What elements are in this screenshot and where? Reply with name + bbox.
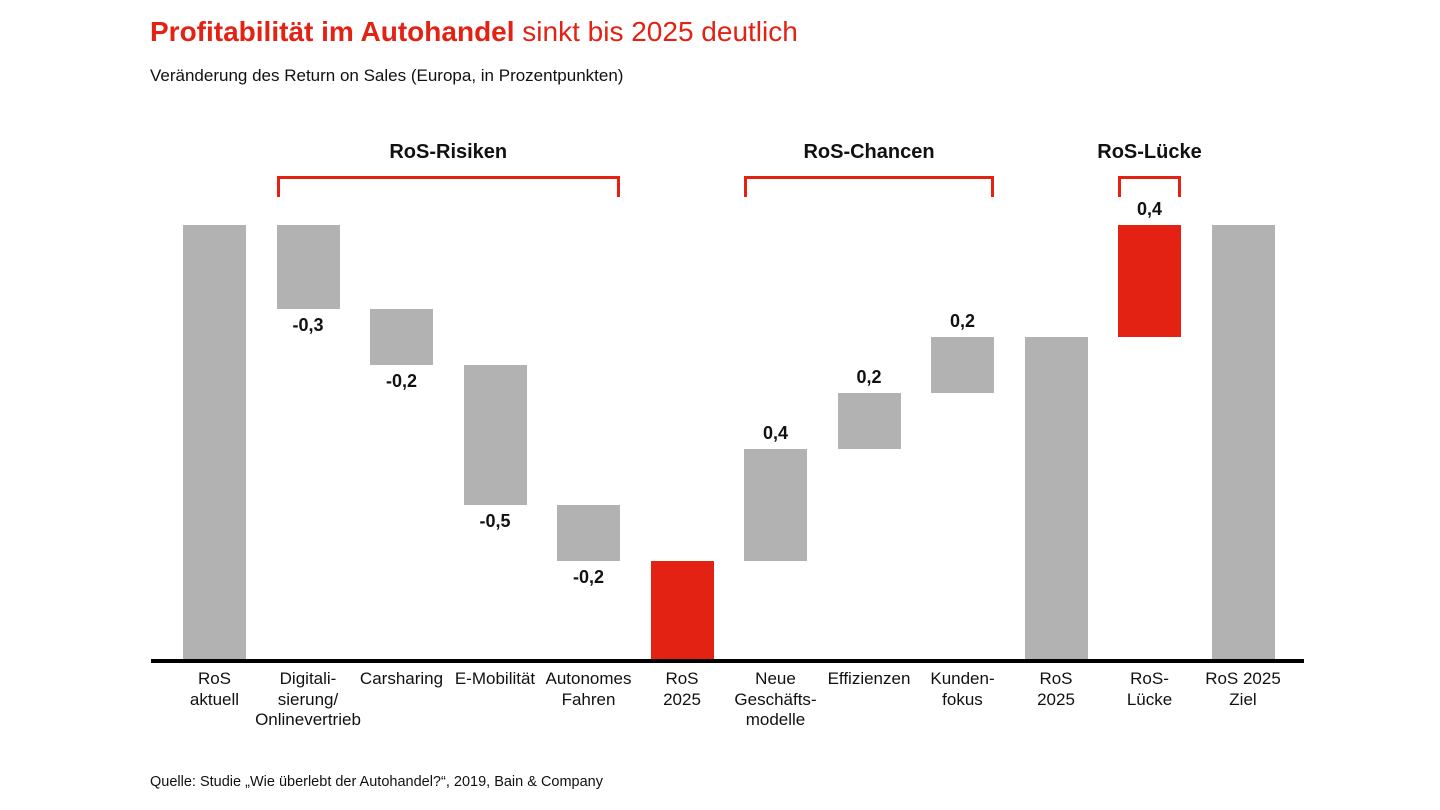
bar-ros-aktuell	[183, 225, 246, 659]
bar-ros-2025	[650, 561, 714, 659]
page-title: Profitabilität im Autohandel sinkt bis 2…	[150, 16, 798, 48]
bar-value-neue-geschäfts-modelle: 0,4	[762, 423, 789, 443]
bar-autonomes-fahren	[557, 505, 620, 561]
bar-value-autonomes-fahren: -0,2	[572, 567, 605, 587]
x-axis-label-ros-2025: RoS 2025	[663, 669, 701, 709]
x-axis-label-ros-lücke: RoS- Lücke	[1126, 669, 1173, 709]
x-axis-label-kunden-fokus: Kunden- fokus	[930, 669, 995, 709]
bracket-ros-risiken	[276, 176, 620, 197]
x-axis-label-e-mobilität: E-Mobilität	[454, 669, 536, 688]
bar-effizienzen	[837, 393, 901, 449]
bar-value-kunden-fokus: 0,2	[949, 311, 976, 331]
x-axis-label-neue-geschäfts-modelle: Neue Geschäfts- modelle	[734, 669, 817, 729]
bar-e-mobilität	[463, 365, 527, 505]
bar-value-effizienzen: 0,2	[856, 367, 882, 387]
bar-ros-2025-2	[1024, 337, 1088, 659]
bracket-ros-lücke-label: RoS-Lücke	[1097, 141, 1202, 163]
chart-subtitle: Veränderung des Return on Sales (Europa,…	[150, 66, 624, 85]
x-axis-label-ros-2025-2: RoS 2025	[1037, 669, 1075, 709]
x-axis-label-effizienzen: Effizienzen	[827, 669, 911, 688]
bracket-ros-chancen	[744, 176, 994, 197]
bar-carsharing	[370, 309, 433, 365]
page-title-emphasis: Profitabilität im Autohandel	[150, 16, 515, 47]
x-axis-label-ros-2025-ziel: RoS 2025 Ziel	[1205, 669, 1281, 709]
bar-value-carsharing: -0,2	[385, 371, 418, 391]
x-axis-label-autonomes-fahren: Autonomes Fahren	[545, 669, 632, 709]
bar-ros-lücke	[1118, 225, 1181, 337]
bracket-ros-chancen-label: RoS-Chancen	[803, 141, 935, 163]
bar-value-ros-lücke: 0,4	[1136, 199, 1163, 219]
x-axis-label-carsharing: Carsharing	[359, 669, 444, 688]
bar-value-e-mobilität: -0,5	[479, 511, 511, 531]
x-axis-line	[151, 659, 1304, 663]
bracket-ros-lücke	[1118, 176, 1181, 197]
x-axis-label-ros-aktuell: RoS aktuell	[189, 669, 240, 709]
bar-kunden-fokus	[931, 337, 994, 393]
source-note: Quelle: Studie „Wie überlebt der Autohan…	[150, 774, 603, 790]
bar-neue-geschäfts-modelle	[744, 449, 807, 561]
bracket-ros-risiken-label: RoS-Risiken	[389, 141, 508, 163]
page-title-rest: sinkt bis 2025 deutlich	[514, 16, 798, 47]
bar-value-digitali-sierung-onlinevertrieb: -0,3	[292, 315, 324, 335]
bar-ros-2025-ziel	[1211, 225, 1275, 659]
x-axis-label-digitali-sierung-onlinevertrieb: Digitali- sierung/ Onlinevertrieb	[255, 669, 361, 729]
bar-digitali-sierung-onlinevertrieb	[276, 225, 340, 309]
